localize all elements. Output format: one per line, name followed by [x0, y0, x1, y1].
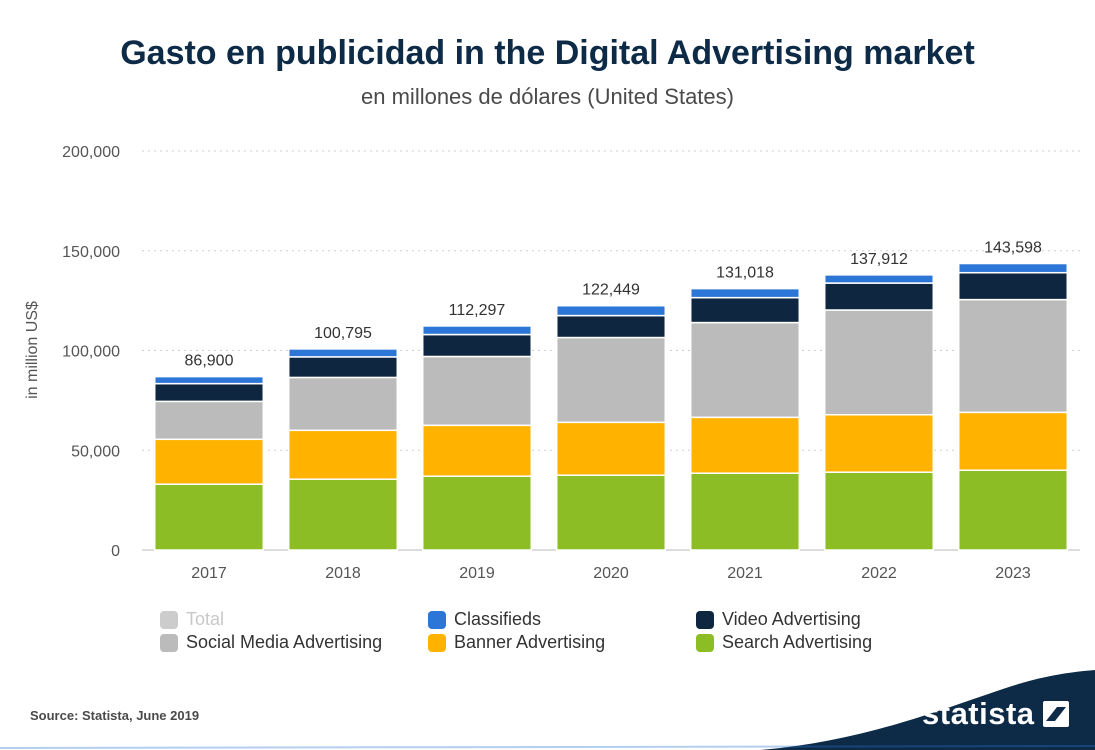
x-tick-label: 2022 — [861, 565, 897, 582]
statista-logo-text: statista — [922, 696, 1035, 731]
y-tick-label: 0 — [111, 543, 120, 560]
bar-segment-banner-advertising — [555, 421, 667, 476]
legend-label-banner-advertising: Banner Advertising — [454, 632, 606, 652]
x-tick-label: 2019 — [459, 565, 495, 582]
legend-item-social-media-advertising[interactable]: Social Media Advertising — [160, 632, 428, 653]
y-tick-label: 200,000 — [62, 144, 120, 161]
bar-total-label: 86,900 — [185, 353, 234, 370]
bar-segment-video-advertising — [823, 282, 935, 311]
source-note: Source: Statista, June 2019 — [30, 708, 200, 723]
x-tick-label: 2018 — [325, 565, 361, 582]
legend-item-classifieds[interactable]: Classifieds — [428, 609, 696, 630]
bar-segment-social-media-advertising — [153, 400, 265, 441]
legend-swatch-classifieds — [428, 610, 446, 629]
y-axis-title: in million US$ — [24, 301, 41, 399]
bar-segment-classifieds — [421, 325, 533, 336]
legend-swatch-search-advertising — [696, 633, 714, 652]
chart-legend: Total Classifieds Video Advertising Soci… — [160, 609, 1060, 653]
bar-segment-banner-advertising — [287, 429, 399, 480]
bar-segment-search-advertising — [287, 478, 399, 551]
bar-segment-banner-advertising — [153, 438, 265, 485]
y-tick-label: 150,000 — [62, 244, 120, 261]
chart-subtitle: en millones de dólares (United States) — [361, 84, 734, 109]
bar-segment-social-media-advertising — [287, 376, 399, 432]
stacked-bar-chart: 0 50,000 100,000 150,000 200,000 in million U… — [24, 144, 1080, 582]
legend-swatch-video-advertising — [696, 610, 714, 629]
legend-label-classifieds: Classifieds — [454, 609, 542, 629]
x-tick-label: 2020 — [593, 565, 629, 582]
legend-label-video-advertising: Video Advertising — [722, 609, 861, 629]
bar-segment-classifieds — [823, 274, 935, 284]
bar-segment-search-advertising — [421, 475, 533, 551]
legend-item-search-advertising[interactable]: Search Advertising — [696, 632, 964, 653]
x-tick-label: 2023 — [995, 565, 1031, 582]
bar-segment-classifieds — [689, 287, 801, 299]
statista-logo-icon — [1042, 701, 1069, 727]
legend-item-banner-advertising[interactable]: Banner Advertising — [428, 632, 696, 653]
bar-segment-banner-advertising — [823, 413, 935, 473]
legend-label-social-media-advertising: Social Media Advertising — [186, 632, 383, 652]
brand-band-underline — [0, 745, 1095, 749]
y-tick-label: 100,000 — [62, 344, 120, 361]
bar-segment-video-advertising — [689, 296, 801, 324]
legend-swatch-social-media-advertising — [160, 633, 178, 652]
bar-segment-classifieds — [287, 348, 399, 358]
x-tick-label: 2021 — [727, 565, 763, 582]
brand-band-shape — [760, 670, 1095, 750]
bar-segment-social-media-advertising — [689, 321, 801, 419]
bar-segment-classifieds — [153, 375, 265, 385]
bar-segment-search-advertising — [823, 471, 935, 551]
bar-segment-social-media-advertising — [555, 336, 667, 424]
legend-swatch-total — [160, 610, 178, 629]
statista-logo[interactable]: statista — [922, 694, 1069, 734]
bar-segment-search-advertising — [957, 469, 1069, 551]
bar-segment-classifieds — [555, 304, 667, 317]
legend-label-search-advertising: Search Advertising — [722, 632, 873, 652]
bar-segment-banner-advertising — [421, 424, 533, 477]
bar-segment-search-advertising — [555, 474, 667, 551]
bar-total-label: 131,018 — [716, 265, 774, 282]
bar-total-label: 143,598 — [984, 240, 1042, 257]
bar-total-label: 122,449 — [582, 282, 640, 299]
bar-segment-banner-advertising — [689, 416, 801, 474]
x-tick-label: 2017 — [191, 565, 227, 582]
bar-segment-search-advertising — [689, 472, 801, 551]
legend-item-video-advertising[interactable]: Video Advertising — [696, 609, 964, 630]
bar-segment-social-media-advertising — [421, 355, 533, 427]
legend-label-total: Total — [186, 609, 225, 629]
bar-total-label: 137,912 — [850, 251, 908, 268]
bar-total-label: 112,297 — [449, 302, 506, 319]
bar-segment-classifieds — [957, 262, 1069, 274]
bar-segment-search-advertising — [153, 483, 265, 551]
y-tick-label: 50,000 — [71, 443, 120, 460]
chart-title: Gasto en publicidad in the Digital Adver… — [120, 34, 975, 72]
legend-item-total[interactable]: Total — [160, 609, 428, 630]
bar-total-label: 100,795 — [314, 325, 372, 342]
legend-swatch-banner-advertising — [428, 633, 446, 652]
